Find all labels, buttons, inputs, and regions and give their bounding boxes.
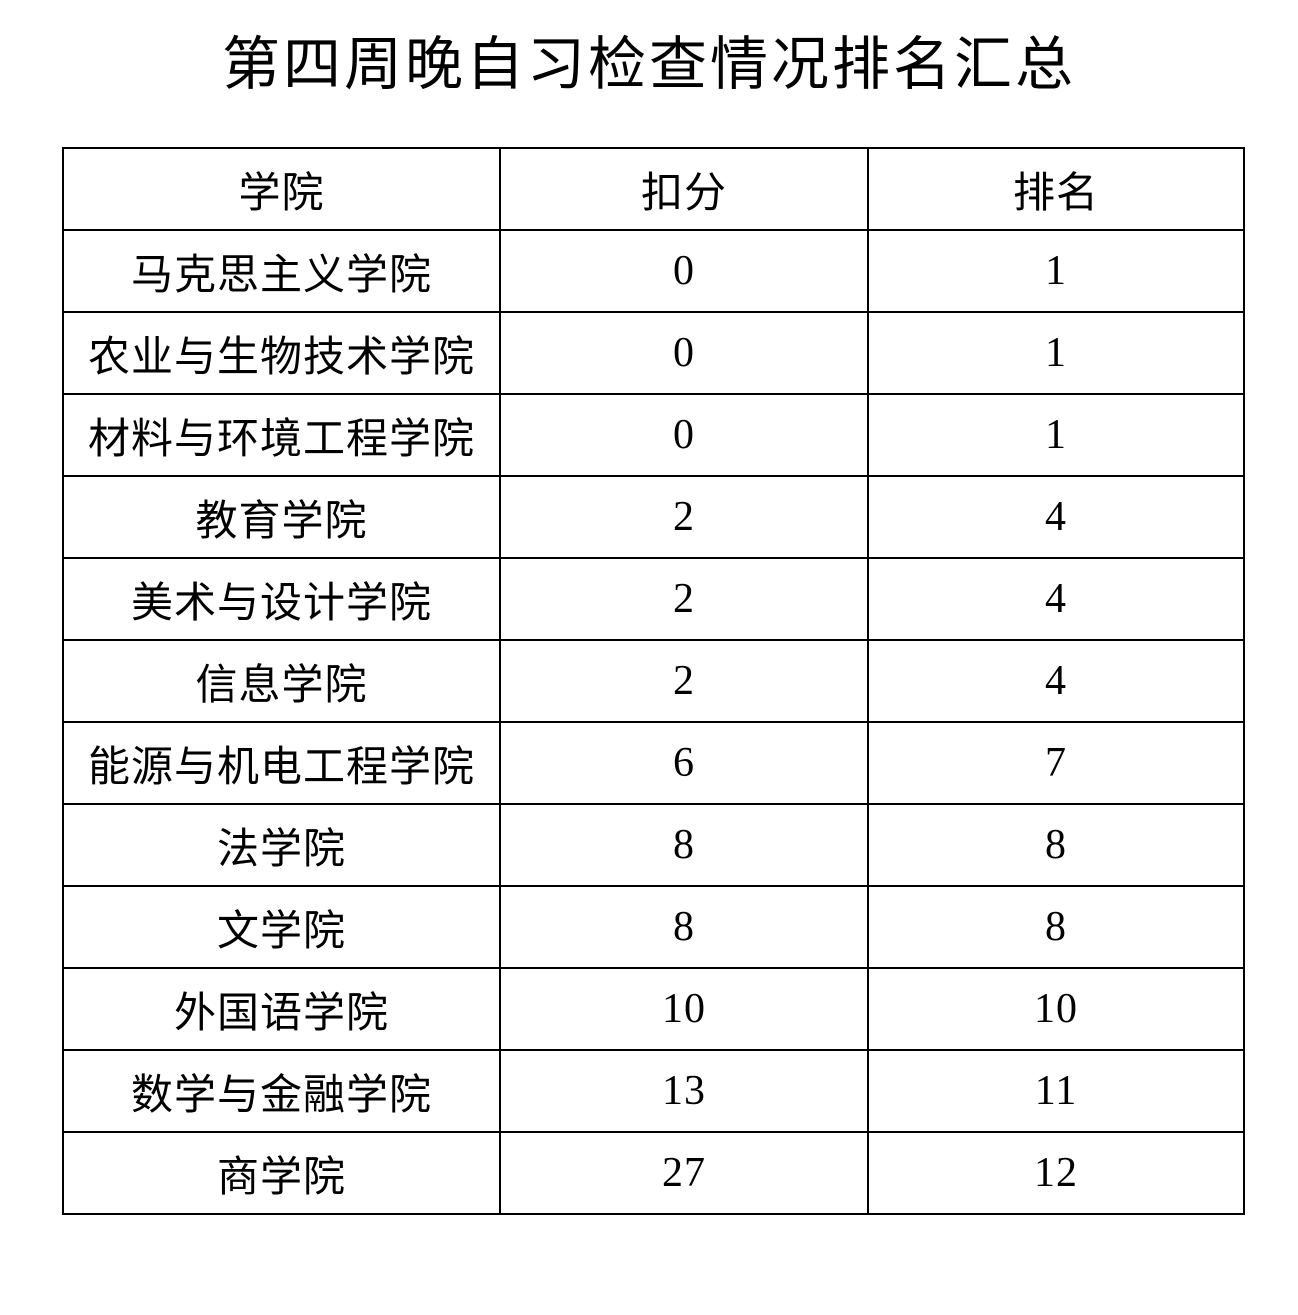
college-cell: 信息学院 bbox=[62, 639, 501, 723]
deduction-cell: 2 bbox=[499, 475, 869, 559]
deduction-cell: 0 bbox=[499, 393, 869, 477]
table-row: 美术与设计学院 2 4 bbox=[62, 557, 1245, 641]
table-row: 教育学院 2 4 bbox=[62, 475, 1245, 559]
rank-cell: 1 bbox=[867, 311, 1245, 395]
college-cell: 法学院 bbox=[62, 803, 501, 887]
table-row: 材料与环境工程学院 0 1 bbox=[62, 393, 1245, 477]
rank-cell: 8 bbox=[867, 803, 1245, 887]
deduction-cell: 0 bbox=[499, 311, 869, 395]
table-row: 外国语学院 10 10 bbox=[62, 967, 1245, 1051]
college-cell: 材料与环境工程学院 bbox=[62, 393, 501, 477]
rank-cell: 4 bbox=[867, 475, 1245, 559]
deduction-cell: 0 bbox=[499, 229, 869, 313]
table-row: 农业与生物技术学院 0 1 bbox=[62, 311, 1245, 395]
college-cell: 数学与金融学院 bbox=[62, 1049, 501, 1133]
table-row: 法学院 8 8 bbox=[62, 803, 1245, 887]
table-row: 能源与机电工程学院 6 7 bbox=[62, 721, 1245, 805]
deduction-cell: 2 bbox=[499, 557, 869, 641]
college-cell: 教育学院 bbox=[62, 475, 501, 559]
rank-cell: 10 bbox=[867, 967, 1245, 1051]
college-cell: 文学院 bbox=[62, 885, 501, 969]
deduction-cell: 13 bbox=[499, 1049, 869, 1133]
rank-cell: 8 bbox=[867, 885, 1245, 969]
rank-cell: 11 bbox=[867, 1049, 1245, 1133]
page-title: 第四周晚自习检查情况排名汇总 bbox=[221, 32, 1076, 97]
deduction-cell: 10 bbox=[499, 967, 869, 1051]
header-rank: 排名 bbox=[867, 147, 1245, 231]
rank-cell: 4 bbox=[867, 557, 1245, 641]
rank-cell: 1 bbox=[867, 393, 1245, 477]
college-cell: 农业与生物技术学院 bbox=[62, 311, 501, 395]
table-row: 数学与金融学院 13 11 bbox=[62, 1049, 1245, 1133]
table-row: 文学院 8 8 bbox=[62, 885, 1245, 969]
deduction-cell: 8 bbox=[499, 885, 869, 969]
college-cell: 美术与设计学院 bbox=[62, 557, 501, 641]
rank-cell: 1 bbox=[867, 229, 1245, 313]
deduction-cell: 2 bbox=[499, 639, 869, 723]
header-college: 学院 bbox=[62, 147, 501, 231]
deduction-cell: 6 bbox=[499, 721, 869, 805]
rank-cell: 12 bbox=[867, 1131, 1245, 1215]
rank-cell: 7 bbox=[867, 721, 1245, 805]
college-cell: 能源与机电工程学院 bbox=[62, 721, 501, 805]
ranking-table: 学院 扣分 排名 马克思主义学院 0 1 农业与生物技术学院 0 1 材料与环境… bbox=[62, 147, 1245, 1215]
deduction-cell: 8 bbox=[499, 803, 869, 887]
header-deduction: 扣分 bbox=[499, 147, 869, 231]
table-row: 马克思主义学院 0 1 bbox=[62, 229, 1245, 313]
college-cell: 商学院 bbox=[62, 1131, 501, 1215]
college-cell: 外国语学院 bbox=[62, 967, 501, 1051]
deduction-cell: 27 bbox=[499, 1131, 869, 1215]
table-row: 信息学院 2 4 bbox=[62, 639, 1245, 723]
table-header-row: 学院 扣分 排名 bbox=[62, 147, 1245, 231]
college-cell: 马克思主义学院 bbox=[62, 229, 501, 313]
table-row: 商学院 27 12 bbox=[62, 1131, 1245, 1215]
rank-cell: 4 bbox=[867, 639, 1245, 723]
